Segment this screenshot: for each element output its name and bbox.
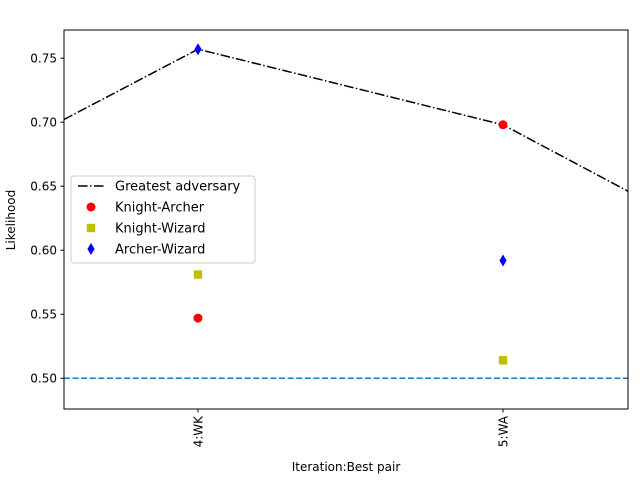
archer-wizard-point [194, 43, 202, 56]
x-tick-label: 5:WA [497, 415, 511, 447]
knight-archer-point [498, 120, 508, 130]
legend-label-knight-wizard: Knight-Wizard [115, 222, 205, 237]
x-tick-label: 4:WK [192, 415, 206, 448]
archer-wizard-point [499, 254, 507, 267]
legend-swatch-archer-wizard [87, 243, 95, 255]
legend-label-knight-archer: Knight-Archer [115, 201, 205, 216]
x-axis-label: Iteration:Best pair [292, 460, 401, 474]
legend-label-greatest-adversary: Greatest adversary [115, 180, 241, 195]
y-tick-label: 0.50 [30, 372, 57, 386]
y-tick-label: 0.60 [30, 244, 57, 258]
y-tick-label: 0.55 [30, 308, 57, 322]
y-tick-label: 0.65 [30, 180, 57, 194]
knight-wizard-point [193, 270, 203, 279]
y-axis-label: Likelihood [4, 190, 18, 251]
greatest-adversary-line [64, 48, 628, 192]
legend-swatch-knight-archer [86, 202, 96, 212]
axes: 0.50 0.55 0.60 0.65 0.70 0.75 4:WK 5:WA [30, 29, 629, 448]
plot-content [64, 43, 628, 380]
legend-label-archer-wizard: Archer-Wizard [115, 243, 205, 258]
legend-box [70, 175, 256, 264]
plot-area [64, 43, 628, 380]
legend: Greatest adversary Knight-Archer Knight-Wi… [70, 175, 256, 264]
y-tick-label: 0.70 [30, 115, 57, 129]
y-tick-label: 0.75 [30, 51, 57, 65]
knight-archer-point [193, 313, 203, 323]
legend-swatch-knight-wizard [86, 223, 96, 233]
plot-frame [63, 29, 629, 410]
knight-wizard-point [498, 356, 508, 365]
